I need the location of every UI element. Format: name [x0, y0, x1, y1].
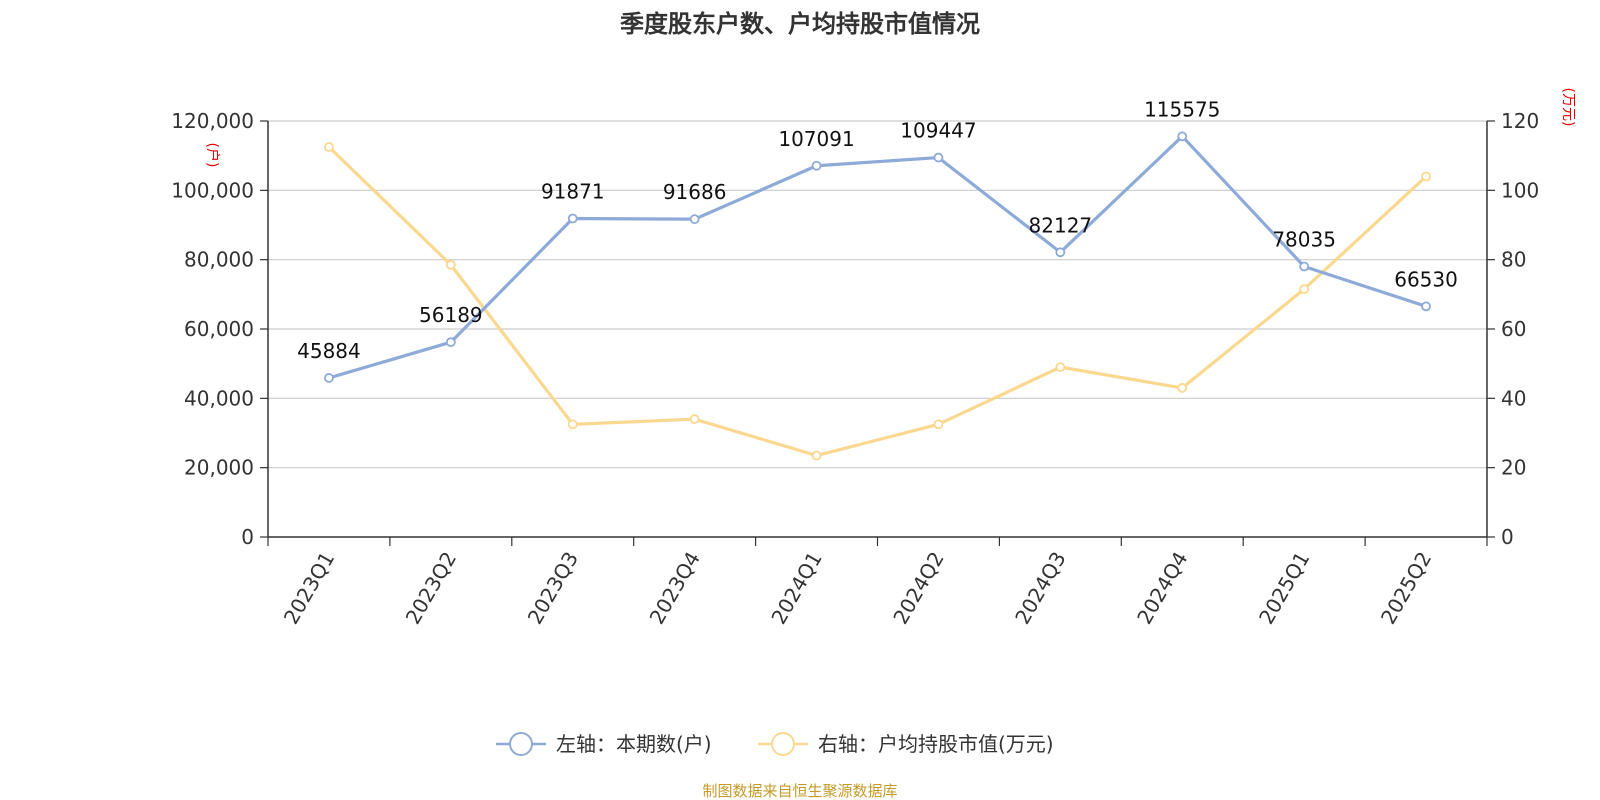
chart-title: 季度股东户数、户均持股市值情况 [620, 10, 980, 38]
avg-holding-value-point [1299, 284, 1310, 295]
shareholder-count-data-label: 45884 [297, 339, 361, 363]
left-axis-tick-label: 80,000 [184, 248, 254, 272]
left-axis-tick-label: 60,000 [184, 317, 254, 341]
x-axis-tick-label: 2023Q3 [523, 548, 583, 629]
left-axis-tick-label: 120,000 [171, 109, 254, 133]
avg-holding-value-point [689, 414, 700, 425]
avg-holding-value-point [1177, 383, 1188, 393]
avg-holding-value-point [445, 259, 456, 270]
right-axis-tick-label: 80 [1501, 248, 1526, 272]
x-axis-tick-label: 2024Q3 [1010, 548, 1070, 629]
shareholder-count-point [324, 373, 334, 383]
shareholder-count-point [1299, 261, 1310, 272]
series-lines [324, 131, 1431, 461]
x-axis-tick-label: 2025Q2 [1376, 548, 1436, 629]
shareholder-count-data-label: 91686 [663, 180, 727, 204]
right-axis-tick-label: 40 [1501, 386, 1526, 410]
source-note: 制图数据来自恒生聚源数据库 [702, 782, 897, 800]
legend-label: 右轴：户均持股市值(万元) [818, 732, 1054, 756]
shareholder-count-line [327, 134, 1428, 380]
right-axis-tick-label: 0 [1501, 525, 1514, 549]
avg-holding-value-point [567, 419, 578, 430]
shareholder-count-data-label: 66530 [1394, 267, 1458, 291]
shareholder-count-data-label: 91871 [541, 180, 605, 204]
right-axis-unit: (万元) [1560, 88, 1576, 127]
shareholder-count-point [1421, 301, 1431, 312]
shareholder-count-data-label: 78035 [1272, 227, 1336, 251]
left-axis-tick-label: 20,000 [184, 456, 254, 480]
legend-circle-marker [509, 732, 533, 756]
shareholder-count-data-label: 82127 [1029, 213, 1093, 237]
avg-holding-value-point [933, 419, 944, 430]
shareholder-count-point [689, 214, 700, 225]
legend: 左轴：本期数(户) 右轴：户均持股市值(万元) [496, 732, 1054, 756]
shareholder-count-point [933, 152, 944, 163]
x-axis-tick-label: 2024Q4 [1132, 548, 1192, 629]
right-axis-tick-label: 60 [1501, 317, 1526, 341]
avg-holding-value-point [811, 450, 822, 461]
shareholder-count-data-label: 56189 [419, 303, 483, 327]
legend-circle-marker [771, 732, 795, 756]
shareholder-count-data-label: 109447 [900, 119, 976, 143]
shareholder-count-point [811, 160, 822, 171]
x-axis-tick-label: 2023Q4 [645, 548, 705, 629]
shareholder-count-point [1177, 131, 1188, 142]
left-axis-tick-label: 40,000 [184, 386, 254, 410]
shareholder-count-point [1055, 247, 1066, 258]
axes: 0 20,000 40,000 60,000 80,000 100,000 120,000 0… [171, 88, 1576, 629]
shareholder-count-data-label: 115575 [1144, 97, 1220, 121]
avg-holding-value-line [327, 145, 1428, 458]
x-axis-tick-label: 2025Q1 [1254, 548, 1314, 629]
x-axis-tick-label: 2024Q1 [766, 548, 826, 629]
x-axis-tick-label: 2024Q2 [888, 548, 948, 629]
shareholder-count-data-label: 107091 [778, 127, 854, 151]
shareholder-count-point [567, 213, 578, 224]
right-axis-tick-label: 120 [1501, 109, 1539, 133]
left-axis-tick-label: 0 [241, 525, 254, 549]
left-axis-unit: (户) [204, 143, 221, 168]
shareholder-count-point [445, 337, 456, 348]
left-axis-tick-label: 100,000 [171, 178, 254, 202]
avg-holding-value-point [1055, 362, 1066, 373]
avg-holding-value-point [324, 142, 334, 152]
x-axis-tick-label: 2023Q2 [401, 548, 461, 629]
right-axis-tick-label: 20 [1501, 456, 1526, 480]
legend-label: 左轴：本期数(户) [556, 732, 712, 756]
right-axis-tick-label: 100 [1501, 178, 1539, 202]
avg-holding-value-point [1421, 171, 1431, 182]
grid-lines [268, 120, 1487, 469]
data-labels: 45884 56189 91871 91686 107091 109447 82127 115… [297, 97, 1458, 363]
x-axis-tick-label: 2023Q1 [279, 548, 339, 629]
